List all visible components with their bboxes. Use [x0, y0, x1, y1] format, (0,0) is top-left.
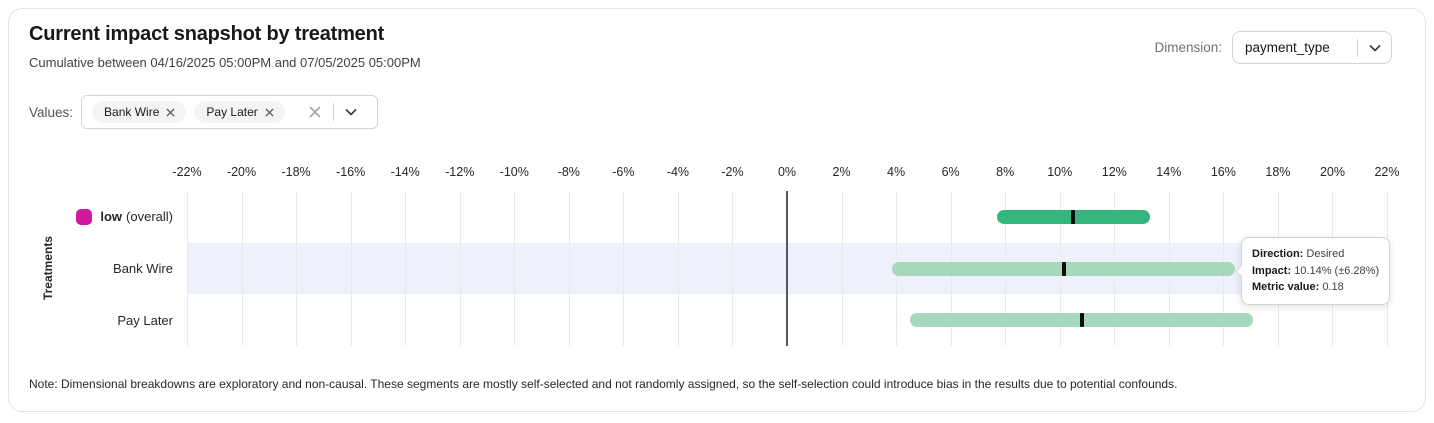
axis-tick-label: -2%: [721, 165, 744, 179]
values-label: Values:: [29, 104, 74, 120]
filter-chip-pay-later[interactable]: Pay Later: [194, 101, 285, 123]
hover-tooltip: Direction: Desired Impact: 10.14% (±6.28…: [1235, 237, 1391, 305]
gridline: [187, 191, 188, 346]
dimension-control: Dimension: payment_type: [1154, 31, 1392, 64]
row-label-text: low: [100, 209, 123, 225]
axis-tick-label: 6%: [941, 165, 960, 179]
gridline: [623, 191, 625, 346]
axis-tick-label: 14%: [1156, 165, 1182, 179]
axis-tick-label: -4%: [666, 165, 690, 179]
axis-tick-label: 20%: [1319, 165, 1345, 179]
page-title: Current impact snapshot by treatment: [29, 23, 385, 45]
axis-tick-label: -10%: [499, 165, 529, 179]
tooltip-impact-label: Impact:: [1252, 264, 1292, 277]
values-multiselect[interactable]: Bank Wire Pay Later: [81, 95, 378, 129]
filter-divider: [332, 103, 334, 121]
chip-close-icon[interactable]: [165, 107, 176, 118]
axis-tick-label: 16%: [1210, 165, 1236, 179]
gridline: [732, 191, 734, 346]
impact-marker: [1079, 313, 1084, 328]
gridline: [841, 191, 843, 346]
dropdown-divider: [1357, 38, 1358, 57]
chevron-down-icon[interactable]: [1367, 40, 1383, 56]
disclaimer-note: Note: Dimensional breakdowns are explora…: [29, 377, 1178, 391]
tooltip-direction-label: Direction:: [1252, 248, 1304, 260]
dimension-selected-value: payment_type: [1245, 40, 1330, 55]
chip-label: Bank Wire: [104, 105, 160, 119]
date-range-subtitle: Cumulative between 04/16/2025 05:00PM an…: [29, 55, 421, 70]
tooltip-impact-value: 10.14% (±6.28%): [1294, 264, 1380, 277]
gridline: [459, 191, 461, 346]
axis-tick-label: -12%: [445, 165, 475, 179]
plot-area: -22% -20% -18% -16% -14% -12% -10% -8% -6% -4% -2%…: [172, 165, 1400, 346]
axis-tick-label: 8%: [996, 165, 1015, 179]
tooltip-metric-value: 0.18: [1322, 281, 1344, 293]
row-label: Bank Wire: [113, 260, 173, 276]
chip-close-icon[interactable]: [264, 107, 275, 118]
axis-tick-label: 22%: [1374, 165, 1400, 179]
chip-label: Pay Later: [206, 105, 258, 119]
filter-chip-bank-wire[interactable]: Bank Wire: [92, 101, 187, 123]
impact-marker: [1061, 261, 1066, 276]
axis-tick-label: -22%: [172, 165, 202, 179]
row-label: low (overall): [9, 191, 173, 243]
gridline: [241, 191, 243, 346]
gridline: [405, 191, 407, 346]
axis-tick-label: -8%: [557, 165, 580, 179]
axis-tick-label: -6%: [612, 165, 635, 179]
gridline: [677, 191, 679, 346]
gridline: [296, 191, 298, 346]
impact-marker: [1071, 209, 1076, 224]
clear-all-icon[interactable]: [307, 104, 323, 120]
dimension-label: Dimension:: [1154, 40, 1222, 55]
axis-tick-label: 0%: [777, 165, 797, 179]
axis-tick-label: -20%: [226, 165, 257, 179]
gridline: [514, 191, 516, 346]
row-label: Pay Later: [117, 312, 173, 328]
axis-tick-label: 18%: [1265, 165, 1291, 179]
axis-tick-label: -18%: [281, 165, 311, 179]
values-filter: Values: Bank Wire Pay Later: [29, 95, 378, 129]
axis-tick-label: 10%: [1047, 165, 1073, 179]
axis-tick-label: 2%: [832, 165, 851, 179]
tooltip-metric-label: Metric value:: [1252, 281, 1320, 293]
legend-swatch: [76, 208, 93, 225]
row-label-suffix: (overall): [126, 209, 173, 225]
row-labels: low (overall) Bank Wire Pay Later: [9, 191, 173, 346]
gridline: [350, 191, 352, 346]
axis-tick-label: -14%: [390, 165, 420, 179]
zero-axis-line: [786, 191, 788, 346]
axis-tick-label: 4%: [887, 165, 906, 179]
chevron-down-icon[interactable]: [343, 104, 359, 120]
gridline: [568, 191, 570, 346]
dimension-dropdown[interactable]: payment_type: [1232, 31, 1392, 64]
axis-tick-label: -16%: [336, 165, 366, 179]
impact-snapshot-card: Current impact snapshot by treatment Cum…: [8, 8, 1426, 412]
axis-tick-label: 12%: [1101, 165, 1127, 179]
tooltip-direction-value: Desired: [1306, 248, 1345, 260]
